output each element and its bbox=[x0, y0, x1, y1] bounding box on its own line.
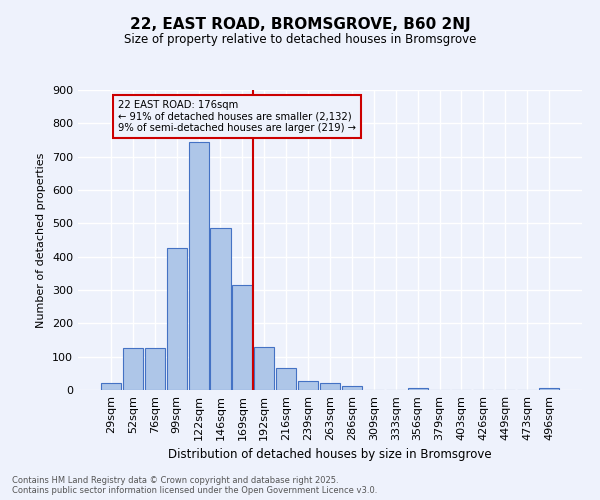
Bar bbox=[167, 248, 187, 390]
Bar bbox=[298, 381, 318, 390]
Text: Size of property relative to detached houses in Bromsgrove: Size of property relative to detached ho… bbox=[124, 32, 476, 46]
Text: Contains HM Land Registry data © Crown copyright and database right 2025.
Contai: Contains HM Land Registry data © Crown c… bbox=[12, 476, 377, 495]
X-axis label: Distribution of detached houses by size in Bromsgrove: Distribution of detached houses by size … bbox=[168, 448, 492, 462]
Y-axis label: Number of detached properties: Number of detached properties bbox=[37, 152, 46, 328]
Bar bbox=[276, 368, 296, 390]
Bar bbox=[320, 384, 340, 390]
Bar bbox=[123, 348, 143, 390]
Text: 22 EAST ROAD: 176sqm
← 91% of detached houses are smaller (2,132)
9% of semi-det: 22 EAST ROAD: 176sqm ← 91% of detached h… bbox=[118, 100, 356, 133]
Text: 22, EAST ROAD, BROMSGROVE, B60 2NJ: 22, EAST ROAD, BROMSGROVE, B60 2NJ bbox=[130, 18, 470, 32]
Bar bbox=[101, 384, 121, 390]
Bar bbox=[407, 388, 428, 390]
Bar bbox=[254, 346, 274, 390]
Bar bbox=[145, 348, 165, 390]
Bar bbox=[342, 386, 362, 390]
Bar bbox=[539, 388, 559, 390]
Bar bbox=[232, 285, 253, 390]
Bar bbox=[188, 142, 209, 390]
Bar bbox=[211, 228, 230, 390]
